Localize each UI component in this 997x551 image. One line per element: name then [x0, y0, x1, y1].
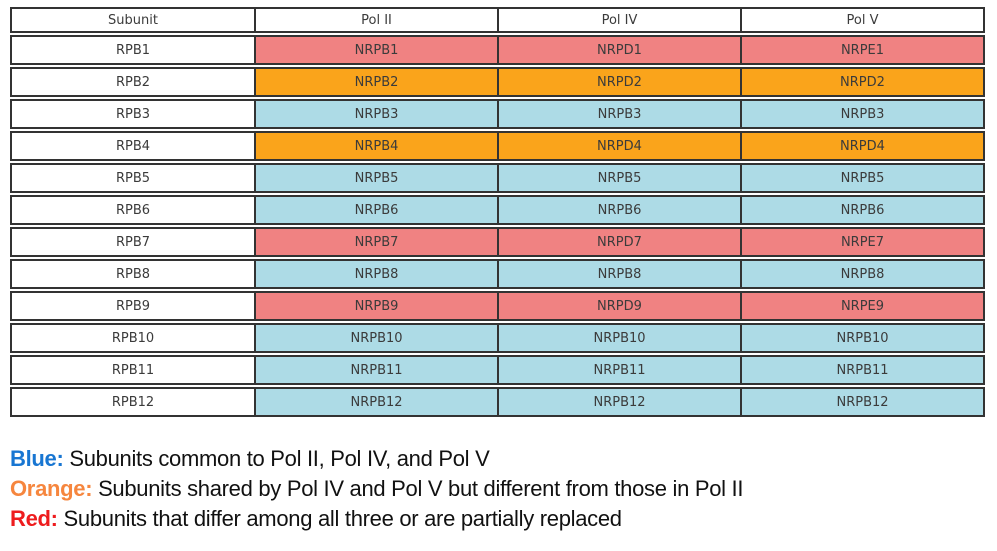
pol-v-cell: NRPB12	[742, 387, 985, 417]
legend-text-blue: Subunits common to Pol II, Pol IV, and P…	[69, 446, 490, 471]
pol-v-cell: NRPB3	[742, 99, 985, 129]
pol-v-cell: NRPD4	[742, 131, 985, 161]
pol-iv-cell: NRPB8	[499, 259, 742, 289]
subunit-cell: RPB5	[10, 163, 256, 193]
pol-ii-cell: NRPB3	[256, 99, 499, 129]
pol-v-cell: NRPB8	[742, 259, 985, 289]
pol-ii-cell: NRPB1	[256, 35, 499, 65]
pol-iv-cell: NRPB5	[499, 163, 742, 193]
pol-ii-cell: NRPB5	[256, 163, 499, 193]
table-row: RPB2 NRPB2 NRPD2 NRPD2	[10, 67, 985, 97]
pol-ii-cell: NRPB7	[256, 227, 499, 257]
pol-ii-cell: NRPB8	[256, 259, 499, 289]
subunit-table: Subunit Pol II Pol IV Pol V RPB1 NRPB1 N…	[10, 5, 985, 419]
pol-iv-cell: NRPD7	[499, 227, 742, 257]
legend: Blue: Subunits common to Pol II, Pol IV,…	[10, 444, 997, 534]
subunit-cell: RPB7	[10, 227, 256, 257]
legend-text-red: Subunits that differ among all three or …	[63, 506, 623, 531]
legend-label-orange: Orange:	[10, 476, 93, 501]
pol-iv-cell: NRPD9	[499, 291, 742, 321]
pol-iv-cell: NRPD2	[499, 67, 742, 97]
header-row: Subunit Pol II Pol IV Pol V	[10, 7, 985, 33]
table-row: RPB6 NRPB6 NRPB6 NRPB6	[10, 195, 985, 225]
pol-ii-cell: NRPB12	[256, 387, 499, 417]
pol-iv-cell: NRPB10	[499, 323, 742, 353]
pol-ii-cell: NRPB2	[256, 67, 499, 97]
table-row: RPB12 NRPB12 NRPB12 NRPB12	[10, 387, 985, 417]
pol-v-cell: NRPB6	[742, 195, 985, 225]
legend-label-blue: Blue:	[10, 446, 64, 471]
pol-ii-cell: NRPB9	[256, 291, 499, 321]
legend-text-orange: Subunits shared by Pol IV and Pol V but …	[98, 476, 744, 501]
table-row: RPB3 NRPB3 NRPB3 NRPB3	[10, 99, 985, 129]
page: { "chart_data": { "type": "table", "titl…	[0, 5, 997, 551]
table-row: RPB5 NRPB5 NRPB5 NRPB5	[10, 163, 985, 193]
pol-v-cell: NRPE9	[742, 291, 985, 321]
polymerase-subunit-figure: Subunit Pol II Pol IV Pol V RPB1 NRPB1 N…	[0, 5, 997, 534]
pol-v-cell: NRPB10	[742, 323, 985, 353]
pol-v-cell: NRPB11	[742, 355, 985, 385]
pol-v-cell: NRPD2	[742, 67, 985, 97]
subunit-cell: RPB10	[10, 323, 256, 353]
table-row: RPB11 NRPB11 NRPB11 NRPB11	[10, 355, 985, 385]
subunit-cell: RPB8	[10, 259, 256, 289]
column-header-pol-v: Pol V	[742, 7, 985, 33]
pol-v-cell: NRPB5	[742, 163, 985, 193]
pol-ii-cell: NRPB6	[256, 195, 499, 225]
table-row: RPB1 NRPB1 NRPD1 NRPE1	[10, 35, 985, 65]
pol-ii-cell: NRPB4	[256, 131, 499, 161]
column-header-pol-iv: Pol IV	[499, 7, 742, 33]
table-row: RPB8 NRPB8 NRPB8 NRPB8	[10, 259, 985, 289]
subunit-cell: RPB6	[10, 195, 256, 225]
table-row: RPB4 NRPB4 NRPD4 NRPD4	[10, 131, 985, 161]
pol-iv-cell: NRPB3	[499, 99, 742, 129]
pol-ii-cell: NRPB11	[256, 355, 499, 385]
column-header-pol-ii: Pol II	[256, 7, 499, 33]
table-row: RPB10 NRPB10 NRPB10 NRPB10	[10, 323, 985, 353]
pol-v-cell: NRPE7	[742, 227, 985, 257]
table-body: RPB1 NRPB1 NRPD1 NRPE1 RPB2 NRPB2 NRPD2 …	[10, 35, 985, 417]
subunit-cell: RPB12	[10, 387, 256, 417]
pol-iv-cell: NRPB6	[499, 195, 742, 225]
pol-iv-cell: NRPD1	[499, 35, 742, 65]
legend-line-blue: Blue: Subunits common to Pol II, Pol IV,…	[10, 444, 997, 474]
pol-v-cell: NRPE1	[742, 35, 985, 65]
subunit-cell: RPB1	[10, 35, 256, 65]
column-header-subunit: Subunit	[10, 7, 256, 33]
subunit-cell: RPB4	[10, 131, 256, 161]
subunit-cell: RPB2	[10, 67, 256, 97]
subunit-cell: RPB9	[10, 291, 256, 321]
subunit-cell: RPB11	[10, 355, 256, 385]
legend-label-red: Red:	[10, 506, 58, 531]
pol-iv-cell: NRPB11	[499, 355, 742, 385]
pol-ii-cell: NRPB10	[256, 323, 499, 353]
table-row: RPB7 NRPB7 NRPD7 NRPE7	[10, 227, 985, 257]
legend-line-orange: Orange: Subunits shared by Pol IV and Po…	[10, 474, 997, 504]
table-row: RPB9 NRPB9 NRPD9 NRPE9	[10, 291, 985, 321]
subunit-cell: RPB3	[10, 99, 256, 129]
pol-iv-cell: NRPD4	[499, 131, 742, 161]
pol-iv-cell: NRPB12	[499, 387, 742, 417]
legend-line-red: Red: Subunits that differ among all thre…	[10, 504, 997, 534]
